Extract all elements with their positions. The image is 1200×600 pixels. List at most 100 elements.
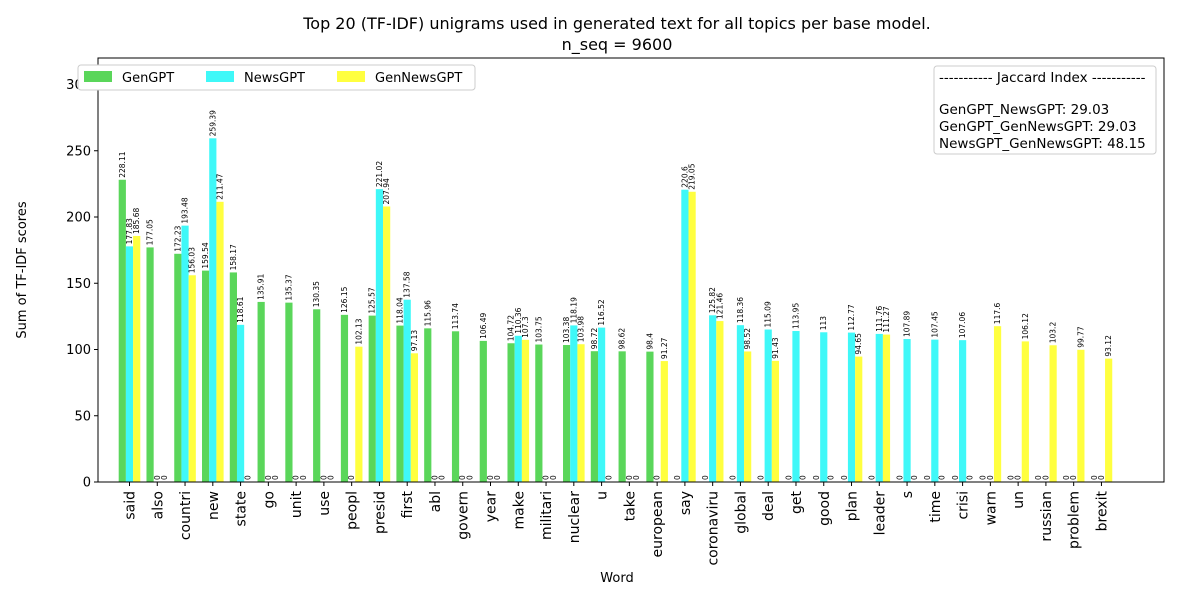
x-tick-label: nuclear [567, 491, 583, 544]
bar-gengpt-countri [174, 253, 182, 482]
y-tick-label: 150 [66, 277, 91, 292]
data-label: 220.6 [680, 166, 689, 188]
data-label: 158.17 [229, 244, 238, 270]
data-label: 0 [1034, 475, 1043, 480]
x-tick-label: also [150, 491, 166, 519]
y-tick-label: 250 [66, 144, 91, 159]
data-label: 97.13 [410, 330, 419, 352]
data-label: 111.76 [875, 305, 884, 331]
bar-gengpt-take [618, 351, 626, 482]
bar-gengpt-go [257, 301, 265, 482]
data-label: 0 [1041, 475, 1050, 480]
data-label: 0 [299, 475, 308, 480]
data-label: 219.05 [688, 163, 697, 189]
data-label: 0 [895, 475, 904, 480]
jaccard-line-newsgpt-gennewsgpt: NewsGPT_GenNewsGPT: 48.15 [939, 136, 1146, 152]
jaccard-line-gengpt-gennewsgpt: GenGPT_GenNewsGPT: 29.03 [939, 119, 1137, 135]
x-tick-label: good [817, 491, 833, 526]
bar-newsgpt-first [403, 299, 411, 482]
bar-gengpt-european [646, 351, 654, 482]
legend-box [77, 64, 476, 91]
data-label: 0 [319, 475, 328, 480]
x-tick-label: global [733, 491, 749, 534]
data-label: 0 [347, 475, 356, 480]
data-label: 125.82 [708, 287, 717, 313]
x-tick-label: first [400, 490, 416, 518]
x-tick-label: brexit [1094, 490, 1110, 531]
y-tick-label: 100 [66, 343, 91, 358]
data-label: 0 [923, 475, 932, 480]
bar-newsgpt-good [820, 332, 828, 482]
data-label: 0 [153, 475, 162, 480]
bar-gennewsgpt-peopl [355, 346, 363, 482]
data-label: 193.48 [181, 197, 190, 223]
data-label: 111.27 [882, 306, 891, 332]
data-label: 0 [1014, 475, 1023, 480]
data-label: 259.39 [208, 110, 217, 136]
y-tick-label: 50 [74, 409, 91, 424]
bar-gengpt-use [313, 309, 321, 482]
data-label: 0 [653, 475, 662, 480]
x-tick-label: plan [845, 491, 861, 521]
data-label: 135.91 [257, 273, 266, 299]
bar-gengpt-militari [535, 344, 543, 482]
bar-gennewsgpt-first [410, 353, 418, 482]
bar-gengpt-year [479, 340, 487, 482]
x-tick-label: make [511, 491, 527, 529]
data-label: 0 [430, 475, 439, 480]
chart-title-line2: n_seq = 9600 [562, 35, 673, 55]
data-label: 102.13 [354, 318, 363, 344]
bar-gengpt-new [202, 270, 210, 482]
data-label: 118.36 [736, 297, 745, 323]
data-label: 107.06 [958, 312, 967, 338]
bar-gengpt-unit [285, 302, 293, 482]
bar-gennewsgpt-countri [188, 275, 196, 482]
bar-gennewsgpt-leader [882, 334, 891, 482]
data-label: 103.98 [577, 316, 586, 342]
bar-newsgpt-deal [764, 329, 772, 482]
jaccard-header: ----------- Jaccard Index ----------- [939, 70, 1146, 86]
bar-gennewsgpt-russian [1049, 345, 1057, 482]
x-axis-label: Word [600, 571, 633, 586]
data-label: 130.35 [312, 281, 321, 307]
data-label: 103.2 [1049, 322, 1058, 344]
data-label: 99.77 [1076, 326, 1085, 348]
data-label: 0 [812, 475, 821, 480]
bar-gengpt-presid [368, 315, 376, 482]
x-tick-label: countri [178, 491, 194, 540]
bar-newsgpt-make [514, 335, 522, 482]
x-tick-label: go [261, 491, 277, 508]
data-label: 0 [486, 475, 495, 480]
data-label: 107.89 [903, 311, 912, 337]
data-label: 113.74 [451, 303, 460, 329]
x-tick-label: year [484, 491, 500, 522]
data-label: 116.52 [597, 299, 606, 325]
data-label: 107.3 [521, 316, 530, 338]
data-label: 0 [465, 475, 474, 480]
data-label: 0 [840, 475, 849, 480]
data-label: 113 [819, 316, 828, 331]
data-label: 0 [799, 475, 808, 480]
bar-gennewsgpt-make [521, 339, 530, 482]
bar-newsgpt-s [903, 339, 911, 482]
x-tick-label: time [928, 491, 944, 523]
x-tick-label: militari [539, 491, 555, 540]
x-tick-label: coronaviru [706, 491, 722, 566]
data-label: 98.62 [618, 328, 627, 350]
data-label: 0 [938, 475, 947, 480]
data-label: 121.46 [715, 293, 724, 319]
x-tick-label: european [650, 491, 666, 557]
x-tick-label: govern [456, 491, 472, 540]
data-label: 0 [701, 475, 710, 480]
data-label: 0 [979, 475, 988, 480]
plot-frame [97, 57, 1165, 483]
data-label: 0 [549, 475, 558, 480]
x-tick-label: new [206, 491, 222, 520]
data-label: 0 [826, 475, 835, 480]
x-tick-label: presid [372, 491, 388, 534]
x-tick-label: get [789, 491, 805, 515]
data-label: 185.68 [132, 208, 141, 234]
bar-newsgpt-countri [181, 225, 189, 482]
bar-gengpt-make [507, 343, 515, 482]
x-tick-label: abl [428, 491, 444, 512]
